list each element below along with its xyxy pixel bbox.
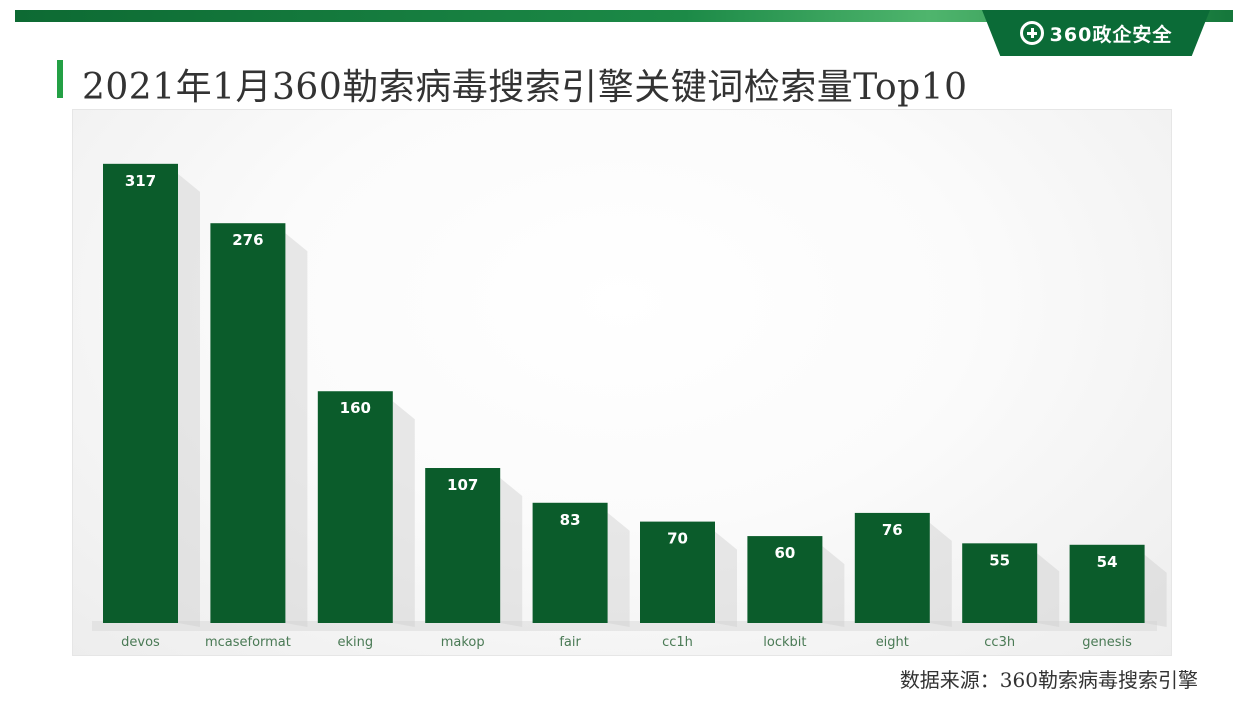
bar-cc1h [640, 521, 715, 623]
bar-shadow [929, 522, 952, 627]
bar-shadow [1037, 553, 1060, 627]
bar-shadow [285, 233, 308, 627]
bar-shadow [500, 478, 523, 627]
category-label: cc1h [662, 635, 693, 650]
category-label: genesis [1082, 635, 1132, 650]
data-label: 60 [774, 544, 795, 562]
data-label: 276 [232, 231, 263, 249]
data-label: 55 [989, 551, 1010, 569]
plus-circle-icon [1019, 21, 1044, 45]
data-label: 76 [882, 521, 903, 539]
bar-genesis [1069, 544, 1145, 623]
bar-shadow [392, 401, 415, 627]
data-label: 83 [560, 511, 581, 529]
data-label: 317 [125, 172, 156, 190]
chart-title: 2021年1月360勒索病毒搜索引擎关键词检索量Top10 [82, 67, 968, 108]
data-label: 54 [1097, 553, 1118, 571]
category-label: eking [337, 635, 373, 650]
title-accent-bar [57, 60, 63, 98]
bar-devos [103, 163, 178, 623]
brand-label: 360政企安全 [1049, 23, 1173, 46]
bar-shadow [715, 531, 737, 627]
category-label: mcaseformat [205, 635, 291, 650]
bar-fair [532, 502, 608, 623]
source-note: 数据来源：360勒索病毒搜索引擎 [899, 668, 1198, 692]
category-label: fair [559, 635, 581, 650]
bar-makop [425, 468, 501, 623]
category-label: lockbit [763, 635, 806, 650]
data-label: 107 [447, 476, 478, 494]
baseline-shadow [92, 621, 1157, 631]
category-label: makop [441, 635, 485, 650]
category-label: eight [876, 635, 909, 650]
bar-cc3h [962, 543, 1038, 623]
bar-lockbit [747, 536, 823, 623]
bar-shadow [1144, 554, 1167, 627]
bar-chart: 317 devos 276 mcaseformat 160 eking 107 makop 83… [92, 163, 1167, 650]
brand-logo: 360政企安全 [982, 10, 1210, 56]
bar-shadow [822, 546, 845, 627]
data-label: 70 [667, 530, 688, 548]
category-label: cc3h [984, 635, 1015, 650]
bar-shadow [607, 512, 630, 627]
bar-mcaseformat [210, 223, 286, 623]
data-label: 160 [340, 399, 371, 417]
bar-eight [854, 512, 930, 623]
category-label: devos [121, 635, 160, 650]
bar-eking [317, 391, 393, 623]
bar-shadow [178, 173, 200, 627]
header-band [15, 10, 1233, 22]
